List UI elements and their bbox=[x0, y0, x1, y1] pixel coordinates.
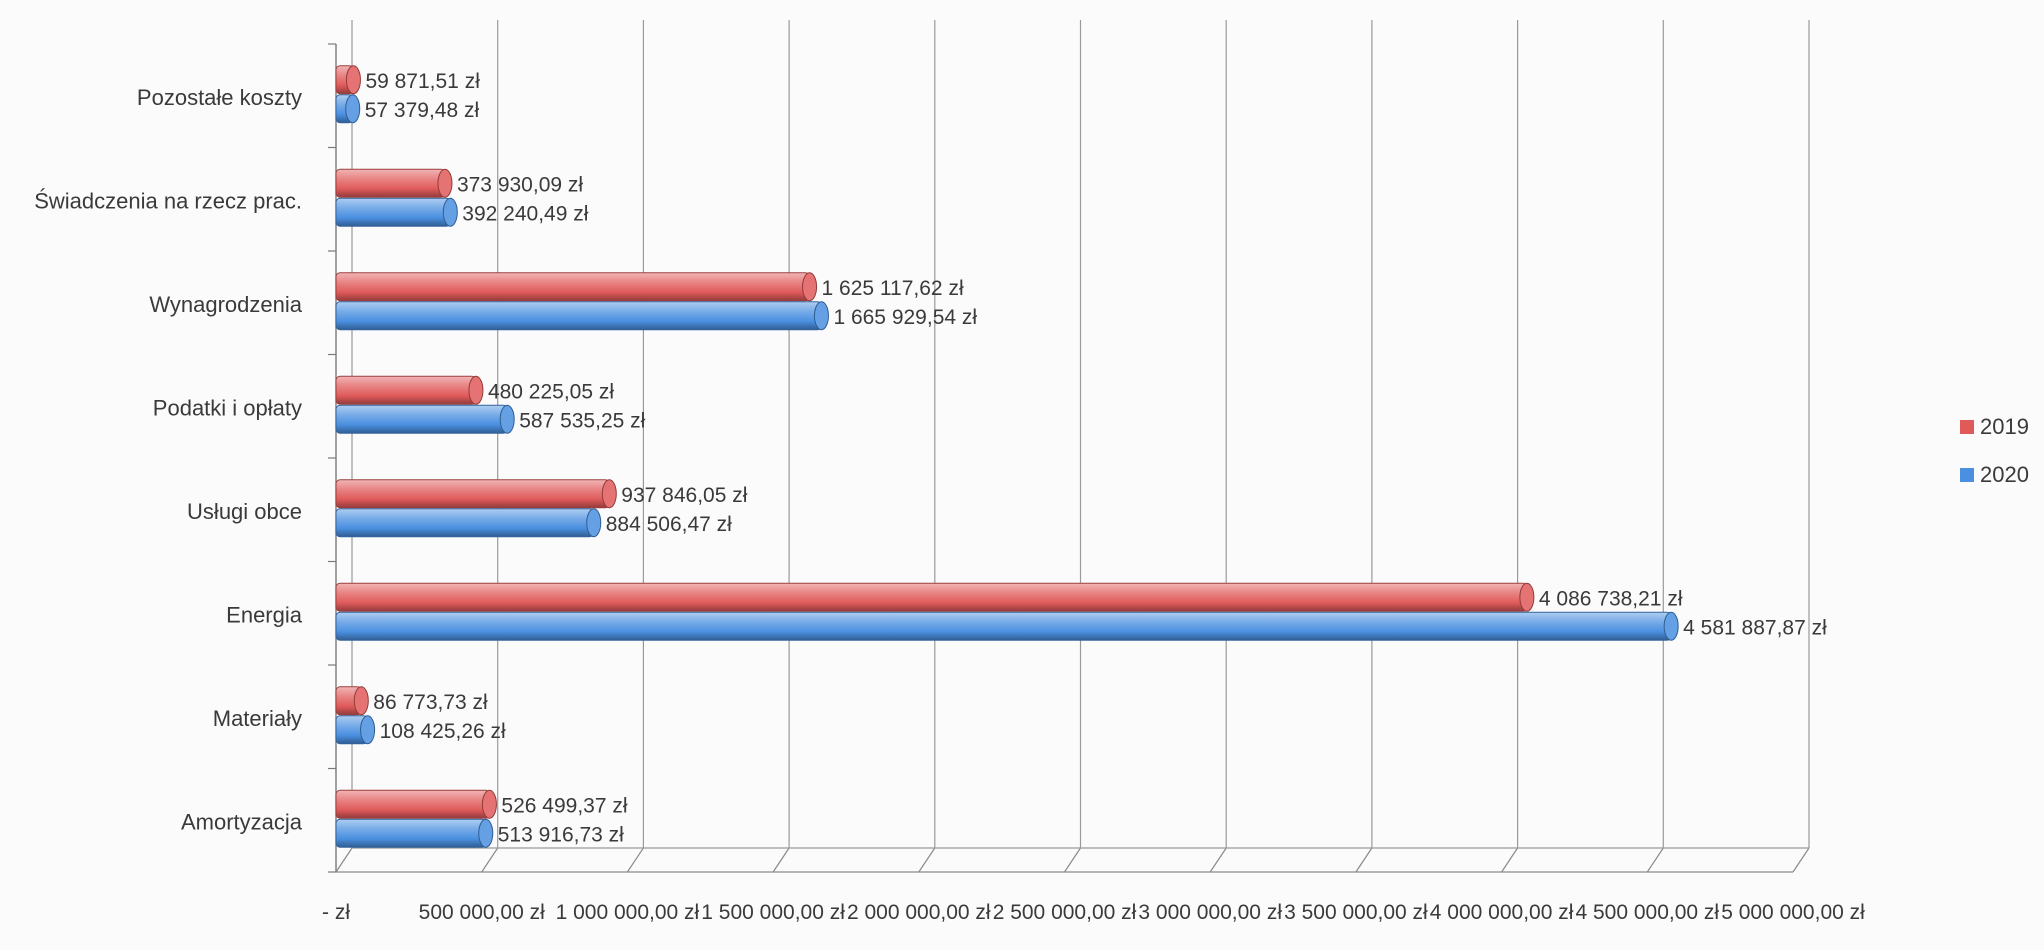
legend-label: 2020 bbox=[1980, 462, 2029, 487]
data-label: 587 535,25 zł bbox=[519, 409, 645, 432]
bar-2020 bbox=[335, 404, 508, 434]
data-label: 1 625 117,62 zł bbox=[822, 277, 964, 300]
bar-2020 bbox=[335, 197, 451, 227]
floor-tick-4 bbox=[918, 847, 936, 873]
floor-tick-10 bbox=[1792, 847, 1810, 873]
bar-cap-2020 bbox=[499, 404, 515, 434]
data-label: 59 871,51 zł bbox=[365, 70, 480, 93]
x-tick-label: 4 000 000,00 zł bbox=[1430, 901, 1574, 924]
bar-2020 bbox=[335, 301, 822, 331]
bar-cap-2019 bbox=[481, 789, 497, 819]
x-tick-label: 2 500 000,00 zł bbox=[993, 901, 1137, 924]
bar-cap-2020 bbox=[360, 715, 376, 745]
category-label: Wynagrodzenia bbox=[149, 292, 302, 317]
category-label: Pozostałe koszty bbox=[137, 85, 302, 110]
data-label: 392 240,49 zł bbox=[462, 202, 588, 225]
bar-cap-2019 bbox=[345, 65, 361, 95]
bar-cap-2020 bbox=[1663, 611, 1679, 641]
category-label: Podatki i opłaty bbox=[153, 395, 302, 420]
bar-cap-2019 bbox=[601, 479, 617, 509]
bar-cap-2019 bbox=[353, 686, 369, 716]
bar-2019 bbox=[335, 375, 477, 405]
floor-tick-7 bbox=[1355, 847, 1373, 873]
category-label: Energia bbox=[226, 602, 303, 627]
data-label: 373 930,09 zł bbox=[457, 173, 583, 196]
category-label: Świadczenia na rzecz prac. bbox=[34, 188, 302, 213]
bar-cap-2019 bbox=[1519, 582, 1535, 612]
bar-2020 bbox=[335, 818, 487, 848]
floor-tick-9 bbox=[1646, 847, 1664, 873]
bar-cap-2019 bbox=[802, 272, 818, 302]
x-tick-label: 2 000 000,00 zł bbox=[847, 901, 991, 924]
floor-tick-8 bbox=[1501, 847, 1519, 873]
legend-swatch-2019 bbox=[1960, 420, 1974, 434]
bar-cap-2019 bbox=[468, 375, 484, 405]
bar-cap-2020 bbox=[345, 94, 361, 124]
data-label: 937 846,05 zł bbox=[621, 484, 747, 507]
data-label: 4 086 738,21 zł bbox=[1539, 587, 1683, 610]
data-label: 884 506,47 zł bbox=[606, 513, 732, 536]
floor-tick-1 bbox=[481, 847, 499, 873]
bar-cap-2020 bbox=[442, 197, 458, 227]
data-label: 1 665 929,54 zł bbox=[833, 306, 977, 329]
floor-tick-6 bbox=[1209, 847, 1227, 873]
bar-2019 bbox=[335, 582, 1528, 612]
x-tick-label: 1 000 000,00 zł bbox=[556, 901, 700, 924]
category-label: Amortyzacja bbox=[181, 809, 303, 834]
data-label: 86 773,73 zł bbox=[373, 691, 488, 714]
x-tick-label: 4 500 000,00 zł bbox=[1575, 901, 1719, 924]
data-label: 480 225,05 zł bbox=[488, 380, 614, 403]
data-label: 513 916,73 zł bbox=[498, 823, 624, 846]
data-label: 4 581 887,87 zł bbox=[1683, 616, 1827, 639]
data-label: 108 425,26 zł bbox=[380, 720, 506, 743]
x-tick-label: 5 000 000,00 zł bbox=[1721, 901, 1865, 924]
bar-2020 bbox=[335, 508, 595, 538]
x-tick-label: 3 500 000,00 zł bbox=[1284, 901, 1428, 924]
bar-2019 bbox=[335, 479, 610, 509]
x-tick-label: 3 000 000,00 zł bbox=[1138, 901, 1282, 924]
bar-2019 bbox=[335, 789, 490, 819]
x-tick-label: 500 000,00 zł bbox=[419, 901, 545, 924]
legend-label: 2019 bbox=[1980, 414, 2029, 439]
bar-2019 bbox=[335, 272, 811, 302]
floor-tick-0 bbox=[335, 847, 353, 873]
data-label: 526 499,37 zł bbox=[501, 794, 627, 817]
category-label: Usługi obce bbox=[187, 499, 302, 524]
bar-2019 bbox=[335, 168, 446, 198]
category-label: Materiały bbox=[213, 706, 302, 731]
bar-cap-2020 bbox=[813, 301, 829, 331]
bar-cap-2020 bbox=[586, 508, 602, 538]
floor-tick-5 bbox=[1064, 847, 1081, 873]
bar-cap-2020 bbox=[478, 818, 494, 848]
floor-tick-3 bbox=[772, 847, 790, 873]
legend-swatch-2020 bbox=[1960, 468, 1974, 482]
bar-cap-2019 bbox=[437, 168, 453, 198]
bar-2020 bbox=[335, 611, 1672, 641]
x-tick-label: 1 500 000,00 zł bbox=[701, 901, 845, 924]
data-label: 57 379,48 zł bbox=[365, 99, 480, 122]
floor-tick-2 bbox=[626, 847, 644, 873]
x-tick-label: - zł bbox=[322, 901, 350, 924]
